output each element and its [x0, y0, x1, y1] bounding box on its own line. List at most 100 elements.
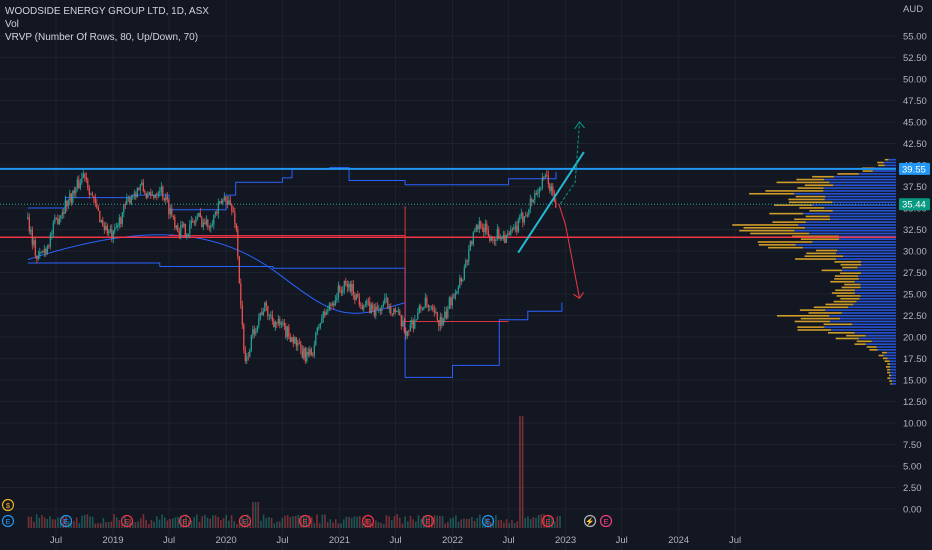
vrvp-down-row [854, 343, 866, 345]
candle-body [183, 223, 185, 227]
candle-body [514, 226, 516, 229]
volume-bar [158, 519, 161, 528]
volume-bar [286, 514, 289, 528]
volume-bar [492, 520, 495, 528]
candle-body [492, 237, 494, 240]
candle-body [220, 201, 222, 204]
volume-bar [350, 517, 353, 528]
candle-body [91, 193, 93, 196]
candle-body [243, 324, 245, 351]
candle-body [361, 305, 363, 310]
candle-body [171, 208, 173, 216]
vrvp-down-row [739, 229, 795, 232]
volume-bar [169, 519, 171, 528]
volume-bar [348, 516, 350, 528]
volume-bar [495, 515, 497, 528]
chart-grid [0, 0, 896, 550]
vrvp-up-row [887, 357, 896, 360]
candle-body [154, 194, 156, 199]
legend-vrvp[interactable]: VRVP (Number Of Rows, 80, Up/Down, 70) [5, 32, 199, 43]
vrvp-up-row [890, 371, 896, 374]
volume-bar [484, 518, 487, 528]
volume-bar [500, 520, 503, 528]
candle-body [406, 330, 408, 336]
volume-bar [155, 516, 158, 528]
volume-bar [340, 523, 342, 528]
candle-body [151, 195, 153, 197]
volume-bar [209, 518, 211, 528]
candle-body [81, 177, 83, 183]
candle-body [51, 233, 53, 235]
candle-body [42, 252, 44, 253]
candle-body [400, 314, 402, 327]
candle-body [112, 231, 114, 239]
upper-envelope [27, 167, 557, 211]
projection-arrow-up [559, 121, 581, 204]
vrvp-up-row [830, 218, 896, 221]
volume-bar [473, 521, 476, 528]
candle-body [438, 320, 440, 327]
vrvp-down-row [797, 326, 825, 328]
candle-body [387, 298, 389, 309]
x-tick-label: 2021 [329, 535, 350, 546]
volume-bar [529, 519, 532, 528]
vrvp-down-row [821, 269, 843, 272]
candle-body [55, 217, 57, 219]
volume-bar [153, 521, 155, 528]
vrvp-up-row [835, 252, 896, 255]
candle-body [315, 332, 317, 345]
volume-bar [43, 517, 46, 528]
vrvp-up-row [833, 175, 896, 178]
candle-body [126, 198, 128, 205]
candle-body [180, 225, 182, 237]
vrvp-down-row [834, 275, 859, 277]
vrvp-up-row [829, 320, 896, 323]
earnings-badge-letter: E [63, 517, 68, 526]
vrvp-up-row [889, 366, 896, 368]
y-tick-label: 42.50 [903, 139, 927, 150]
volume-bar [145, 519, 147, 528]
candle-body [255, 331, 257, 334]
legend-volume[interactable]: Vol [5, 19, 19, 30]
volume-bar [289, 517, 292, 528]
vrvp-down-row [743, 227, 805, 229]
vrvp-up-row [860, 283, 896, 286]
candle-body [319, 323, 321, 328]
vrvp-down-row [834, 278, 859, 280]
vrvp-up-row [795, 244, 896, 246]
candle-body [481, 228, 483, 229]
volume-bar [516, 521, 519, 528]
volume-bar [70, 521, 73, 528]
volume-bar [329, 519, 332, 528]
candle-body [132, 195, 134, 198]
volume-bar [316, 514, 318, 528]
candle-body [273, 320, 275, 328]
candle-body [58, 218, 60, 225]
vrvp-down-row [835, 289, 855, 292]
vrvp-down-row [877, 161, 884, 164]
candle-body [333, 303, 335, 306]
candle-body [388, 307, 390, 309]
legend-title[interactable]: WOODSIDE ENERGY GROUP LTD, 1D, ASX [5, 6, 209, 17]
candle-body [264, 302, 266, 312]
candle-body [246, 356, 248, 362]
candle-body [421, 308, 423, 310]
earnings-badge-letter: E [302, 517, 307, 526]
candle-body [261, 312, 263, 315]
volume-bar [374, 520, 377, 528]
vrvp-down-row [887, 377, 891, 380]
candle-body [285, 325, 287, 337]
candle-body [241, 305, 243, 325]
volume-bar [94, 523, 97, 528]
vrvp-up-row [838, 235, 896, 238]
candle-body [235, 223, 237, 230]
candle-body [150, 192, 152, 196]
volume-bar [246, 514, 249, 528]
candle-body [435, 312, 437, 313]
vrvp-down-row [765, 190, 824, 192]
candle-body [199, 212, 201, 217]
arrow-up-head [574, 121, 585, 130]
volume-bar [420, 519, 422, 528]
volume-bar [41, 514, 43, 528]
